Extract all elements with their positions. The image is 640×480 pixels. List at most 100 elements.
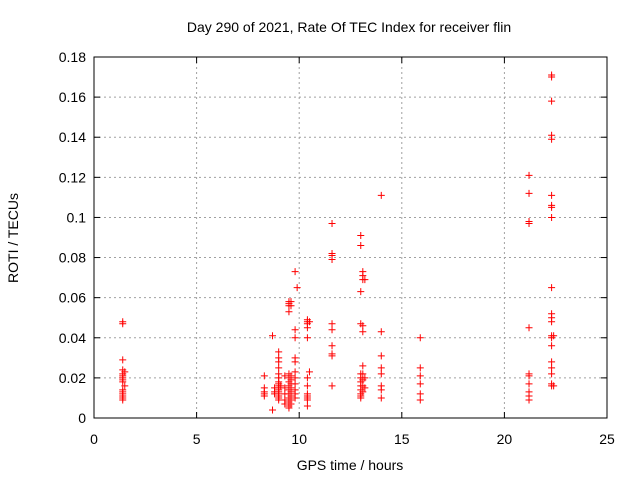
y-tick-label: 0.16 [59, 89, 86, 105]
data-point [416, 396, 424, 404]
data-point [548, 284, 556, 292]
data-point [525, 189, 533, 197]
data-point [357, 242, 365, 250]
data-point [525, 396, 533, 404]
data-point [550, 332, 558, 340]
y-tick-label: 0.04 [59, 330, 86, 346]
x-tick-label: 20 [497, 431, 513, 447]
y-tick-label: 0.1 [67, 209, 87, 225]
data-point [293, 284, 301, 292]
x-tick-label: 10 [291, 431, 307, 447]
data-point [328, 256, 336, 264]
data-point [269, 406, 277, 414]
data-point [281, 372, 289, 380]
data-point [525, 380, 533, 388]
data-point [548, 358, 556, 366]
data-point [285, 308, 293, 316]
y-tick-label: 0.18 [59, 49, 86, 65]
data-point [548, 191, 556, 199]
data-point [275, 348, 283, 356]
data-point [285, 404, 293, 412]
data-point [525, 324, 533, 332]
y-tick-label: 0 [78, 410, 86, 426]
data-point [377, 386, 385, 394]
data-point [277, 382, 285, 390]
data-point [328, 352, 336, 360]
data-point [119, 378, 127, 386]
data-point [121, 368, 129, 376]
data-point [416, 364, 424, 372]
data-point [357, 394, 365, 402]
data-point [525, 171, 533, 179]
data-point [291, 380, 299, 388]
y-tick-label: 0.12 [59, 169, 86, 185]
y-tick-label: 0.08 [59, 250, 86, 266]
data-point [119, 396, 127, 404]
y-axis-label: ROTI / TECUs [5, 193, 21, 283]
chart-title: Day 290 of 2021, Rate Of TEC Index for r… [187, 19, 511, 35]
data-point [281, 400, 289, 408]
data-point [305, 318, 313, 326]
data-point [281, 384, 289, 392]
x-tick-label: 5 [193, 431, 201, 447]
data-point [291, 334, 299, 342]
x-tick-label: 15 [394, 431, 410, 447]
y-tick-label: 0.06 [59, 290, 86, 306]
data-point [548, 318, 556, 326]
data-point [303, 402, 311, 410]
data-point [287, 400, 295, 408]
data-point [416, 372, 424, 380]
data-point [303, 324, 311, 332]
data-point [548, 342, 556, 350]
data-point [377, 328, 385, 336]
y-tick-label: 0.14 [59, 129, 86, 145]
data-point [303, 374, 311, 382]
data-point [548, 135, 556, 143]
data-point [361, 384, 369, 392]
x-tick-label: 0 [90, 431, 98, 447]
data-point [291, 368, 299, 376]
x-tick-label: 25 [599, 431, 615, 447]
data-point [303, 396, 311, 404]
data-point [303, 334, 311, 342]
data-point [303, 382, 311, 390]
data-point [287, 302, 295, 310]
data-point [328, 342, 336, 350]
data-point [377, 364, 385, 372]
data-point [260, 372, 268, 380]
data-point [525, 219, 533, 227]
data-point [291, 374, 299, 382]
data-point [361, 276, 369, 284]
data-point [377, 191, 385, 199]
data-point [416, 390, 424, 398]
y-tick-label: 0.02 [59, 370, 86, 386]
data-points [119, 71, 558, 414]
x-axis-ticks: 0 5 10 15 20 25 [90, 57, 615, 447]
data-point [548, 213, 556, 221]
data-point [548, 364, 556, 372]
data-point [291, 358, 299, 366]
x-axis-label: GPS time / hours [297, 457, 404, 473]
data-point [357, 231, 365, 239]
data-point [550, 382, 558, 390]
data-point [291, 394, 299, 402]
data-point [275, 364, 283, 372]
data-point [291, 326, 299, 334]
data-point [269, 332, 277, 340]
plot-frame [93, 56, 608, 419]
y-axis-ticks: 0 0.02 0.04 0.06 0.08 0.1 0.12 0.14 0.16 0.18 [59, 49, 607, 426]
data-point [416, 334, 424, 342]
grid-lines [94, 57, 607, 418]
data-point [377, 394, 385, 402]
data-point [377, 352, 385, 360]
data-point [328, 326, 336, 334]
data-point [359, 388, 367, 396]
data-point [291, 268, 299, 276]
data-point [359, 328, 367, 336]
data-point [359, 370, 367, 378]
data-point [119, 320, 127, 328]
data-point [275, 396, 283, 404]
data-point [275, 358, 283, 366]
data-point [328, 382, 336, 390]
